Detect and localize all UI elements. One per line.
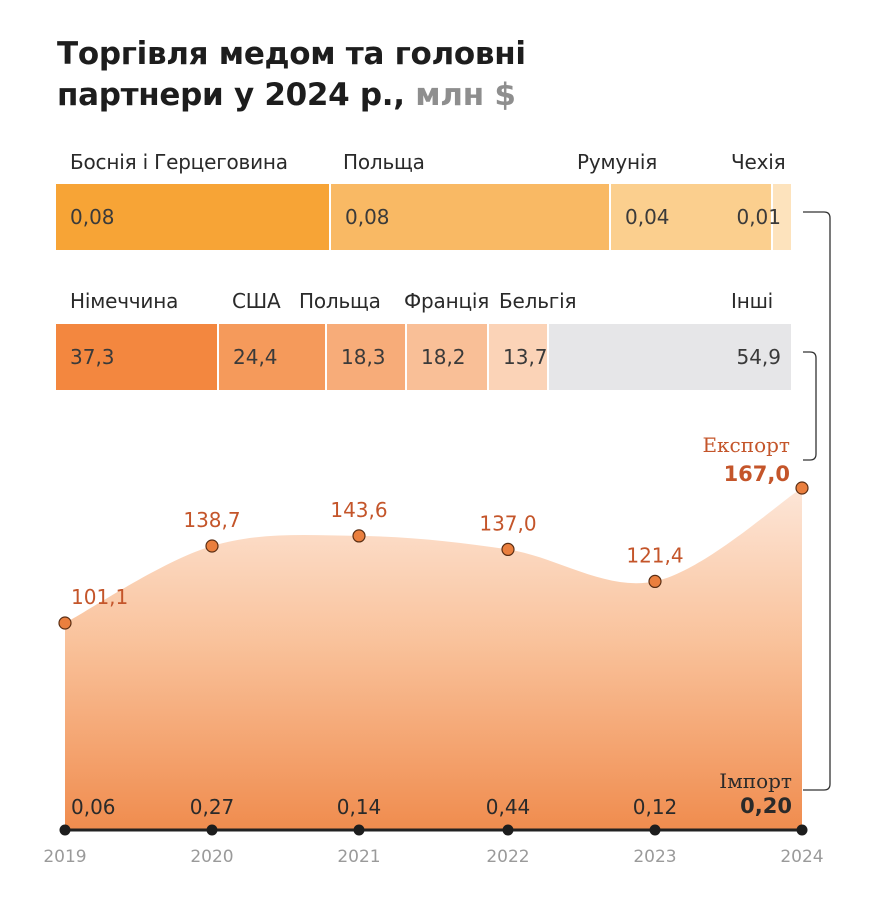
title-line-2: партнери у 2024 р., bbox=[57, 77, 405, 113]
bar1-segment: 24,4 bbox=[219, 324, 325, 390]
bar0-category-label: Боснія і Герцеговина bbox=[70, 150, 288, 174]
export-value-label: 121,4 bbox=[626, 543, 683, 567]
bar0-segment: 0,04 bbox=[611, 184, 771, 250]
title-line-1: Торгівля медом та головні bbox=[57, 36, 526, 72]
export-point bbox=[648, 574, 662, 589]
import-value-label: 0,06 bbox=[71, 795, 116, 819]
bar1-segment: 54,9 bbox=[549, 324, 791, 390]
bar0-category-label: Румунія bbox=[577, 150, 658, 174]
export-connector bbox=[803, 351, 817, 461]
import-series-name: Імпорт bbox=[719, 769, 792, 793]
bar1-segment-value: 13,7 bbox=[503, 345, 548, 369]
x-tick-label: 2024 bbox=[780, 847, 823, 867]
export-value-label: 138,7 bbox=[183, 508, 240, 532]
export-value-label: 137,0 bbox=[479, 511, 536, 535]
x-tick-label: 2019 bbox=[43, 847, 86, 867]
import-point bbox=[353, 824, 365, 836]
import-value-label: 0,14 bbox=[337, 795, 382, 819]
export-point bbox=[352, 529, 366, 543]
x-tick-label: 2021 bbox=[337, 847, 380, 867]
bar0-segment-value: 0,01 bbox=[736, 205, 781, 229]
bar1-segment-value: 37,3 bbox=[70, 345, 115, 369]
bar1-segment-value: 18,2 bbox=[421, 345, 466, 369]
bar1-segment: 13,7 bbox=[489, 324, 548, 390]
bar0-segment: 0,08 bbox=[56, 184, 329, 250]
bar1-category-label: Німеччина bbox=[70, 289, 179, 313]
bar1-segment-value: 18,3 bbox=[341, 345, 386, 369]
export-point bbox=[795, 481, 809, 495]
import-point bbox=[502, 824, 514, 836]
bar0-segment: 0,01 bbox=[736, 184, 791, 250]
bar1-category-label: США bbox=[232, 289, 281, 313]
import-point bbox=[206, 824, 218, 836]
export-point bbox=[205, 539, 219, 553]
import-value-label: 0,44 bbox=[486, 795, 531, 819]
import-point bbox=[796, 824, 808, 836]
bar1-category-label: Франція bbox=[404, 289, 490, 313]
bar1-category-label: Бельгія bbox=[499, 289, 577, 313]
export-value-label: 167,0 bbox=[724, 462, 790, 486]
import-value-label: 0,12 bbox=[633, 795, 678, 819]
bar0-category-label: Польща bbox=[343, 150, 425, 174]
import-value-label: 0,27 bbox=[190, 795, 235, 819]
x-tick-label: 2023 bbox=[633, 847, 676, 867]
bar1-segment: 18,3 bbox=[327, 324, 405, 390]
bar1-category-label: Інші bbox=[731, 289, 774, 313]
export-area bbox=[65, 488, 802, 830]
bar1-segment-value: 24,4 bbox=[233, 345, 278, 369]
export-value-label: 101,1 bbox=[71, 585, 128, 609]
chart-title: Торгівля медом та головні партнери у 202… bbox=[57, 34, 857, 116]
bar0-segment-value: 0,08 bbox=[345, 205, 390, 229]
bar0-segment-value: 0,04 bbox=[625, 205, 670, 229]
export-point bbox=[58, 616, 72, 630]
import-connector bbox=[803, 211, 831, 791]
x-tick-label: 2022 bbox=[486, 847, 529, 867]
bar0-segment: 0,08 bbox=[331, 184, 609, 250]
bar1-segment-value: 54,9 bbox=[736, 345, 781, 369]
bar1-segment: 37,3 bbox=[56, 324, 217, 390]
bar1-category-label: Польща bbox=[299, 289, 381, 313]
import-point bbox=[59, 824, 71, 836]
bar0-segment-value: 0,08 bbox=[70, 205, 115, 229]
import-value-label: 0,20 bbox=[740, 794, 792, 818]
export-series-name: Експорт bbox=[702, 433, 790, 457]
title-unit: млн $ bbox=[415, 77, 516, 113]
bar1-segment: 18,2 bbox=[407, 324, 487, 390]
export-point bbox=[501, 542, 515, 557]
export-value-label: 143,6 bbox=[330, 498, 387, 522]
bar0-category-label: Чехія bbox=[731, 150, 786, 174]
import-point bbox=[649, 824, 661, 836]
x-tick-label: 2020 bbox=[190, 847, 233, 867]
